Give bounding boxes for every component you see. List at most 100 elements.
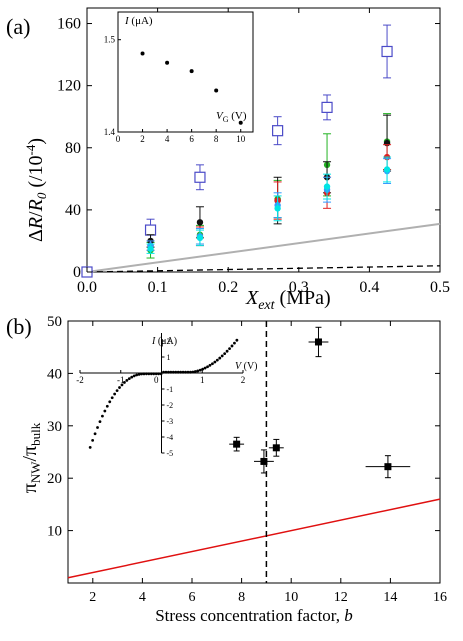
panel-a-x-tick-label: 0.5 [430,279,450,296]
panel-a-inset-x-tick-label: 8 [214,134,219,144]
panel-b-inset-curve-point [213,360,217,364]
panel-b-inset-x-label: V (V) [235,361,258,372]
panel-b-inset-curve-point [179,370,183,374]
panel-b-inset-y-tick-label: -3 [167,417,174,426]
panel-b-inset-curve-point [110,396,114,400]
panel-a-inset-x-tick-label: 6 [189,134,194,144]
panel-b-inset-curve-point [162,370,165,374]
panel-b-inset-curve-point [142,372,146,376]
panel-a-inset-frame [117,11,254,133]
panel-b-x-tick-label: 2 [89,590,96,605]
panel-b-inset-curve-point [230,344,234,348]
panel-b-inset-curve-point [189,370,192,374]
panel-b-y-tick-label: 20 [47,471,62,487]
panel-a-inset-point [238,120,243,125]
panel-b-x-tick-label: 14 [383,590,397,605]
panel-a-frame [86,7,441,273]
panel-b-inset-curve-point [186,370,190,374]
panel-b-inset-curve-point [211,362,214,366]
panel-b-inset-y-tick-label: -5 [167,449,174,458]
panel-b-inset-curve-point [96,426,99,429]
panel-b-inset-curve-point [118,386,121,389]
panel-b-red-line [67,498,441,579]
panel-a-x-tick-label: 0.1 [148,279,168,296]
panel-b-inset-curve-point [101,414,104,418]
panel-a-inset-point [189,69,194,74]
panel-b-frame [67,320,441,584]
panel-b-inset-curve-point [220,354,224,358]
panel-a-point-square [381,45,393,58]
panel-b-inset-curve-point [135,373,139,377]
panel-b-inset-curve-point [125,378,129,382]
panel-a-y-tick-label: 0 [73,264,81,281]
panel-a-point [274,205,281,212]
panel-b-inset-curve-point [93,432,97,436]
panel-b-inset-curve-point [137,372,141,376]
panel-b-point [272,444,280,452]
panel-b-inset-curve-point [98,420,102,424]
panel-b-inset-curve-point [130,375,134,379]
panel-b-inset-curve-point [181,370,185,374]
panel-a-point-square [194,171,206,183]
panel-b-inset-curve-point [215,358,219,362]
panel-a-x-tick-label: 0.4 [359,279,379,296]
panel-b-inset-curve-point [113,392,117,396]
panel-b-inset-curve-point [127,377,131,380]
panel-a-y-tick-label: 40 [65,202,81,219]
panel-b-inset-y-tick-label: -4 [167,433,174,442]
panel-a-inset-y-tick-label: 1.5 [104,35,116,45]
panel-b-inset-curve-point [105,404,109,408]
panel-b-inset-curve-point [164,370,168,374]
panel-a-point [147,245,154,252]
panel-b-inset-curve-point [198,368,202,372]
panel-b-point [260,457,268,465]
panel-a-x-axis-label: Xext (MPa) [245,287,331,313]
panel-b-inset-curve-point [201,367,205,371]
panel-b-inset: -2 -1 0 1 2 -5 -4 -3 -2 -1 1 2 I (μA) V (V) [76,333,258,458]
panel-a-inset-x-tick-label: 2 [140,134,145,144]
panel-b-inset-curve-point [191,370,195,374]
panel-b-inset-curve-point [171,370,175,374]
panel-b-inset-curve-point [140,372,143,376]
panel-a-point-square [272,125,284,137]
panel-b-point [314,338,322,346]
panel-b-x-tick-label: 12 [334,590,348,605]
panel-b-inset-curve-point [123,381,126,384]
panel-a-x-tick-label: 0.3 [289,279,309,296]
panel-a-inset-y-label: I (μA) [124,15,153,27]
panel-b-inset-curve-point [203,366,207,370]
panel-b-point [233,440,241,448]
panel-b-y-axis-label: πNW/πbulk [19,422,43,493]
panel-b-inset-y-label: I (μA) [151,336,177,347]
panel-b-inset-y-tick-label: -1 [167,385,174,394]
panel-b-y-tick-label: 10 [47,524,62,540]
panel-a-inset-point [214,88,219,93]
panel-b-x-tick-label: 10 [284,590,298,605]
panel-b-inset-x-tick-label: 1 [200,375,205,385]
panel-a-inset-point [140,51,145,56]
panel-a-point-square [321,101,333,113]
panel-b-inset-curve-point [225,349,229,353]
panel-b-inset-x-tick-label: -2 [76,375,84,385]
panel-b-point [384,463,392,471]
panel-a-inset-x-tick-label: 4 [165,134,170,144]
panel-b-inset-curve-point [206,365,209,369]
panel-b-inset-curve-point [233,341,236,345]
panel-a-inset-point [165,60,170,65]
panel-a-point-square [144,224,157,236]
panel-b-inset-curve-point [147,372,151,376]
panel-b-inset-curve-point [132,374,136,378]
panel-a-inset-x-tick-label: 0 [116,134,121,144]
panel-a-inset-y-tick-label: 1.4 [104,127,116,137]
panel-b-x-axis-label: Stress concentration factor, b [155,606,353,625]
panel-b-inset-curve-point [193,370,197,373]
panel-b-inset-curve-point [235,338,239,342]
panel-b-inset-curve-point [169,370,173,374]
panel-a-label: (a) [6,14,30,39]
panel-a-solid-line [86,222,441,273]
panel-b-x-tick-label: 4 [139,590,146,605]
panel-b-inset-curve-point [115,389,119,393]
panel-b-inset-x-tick-label: -1 [117,375,125,385]
